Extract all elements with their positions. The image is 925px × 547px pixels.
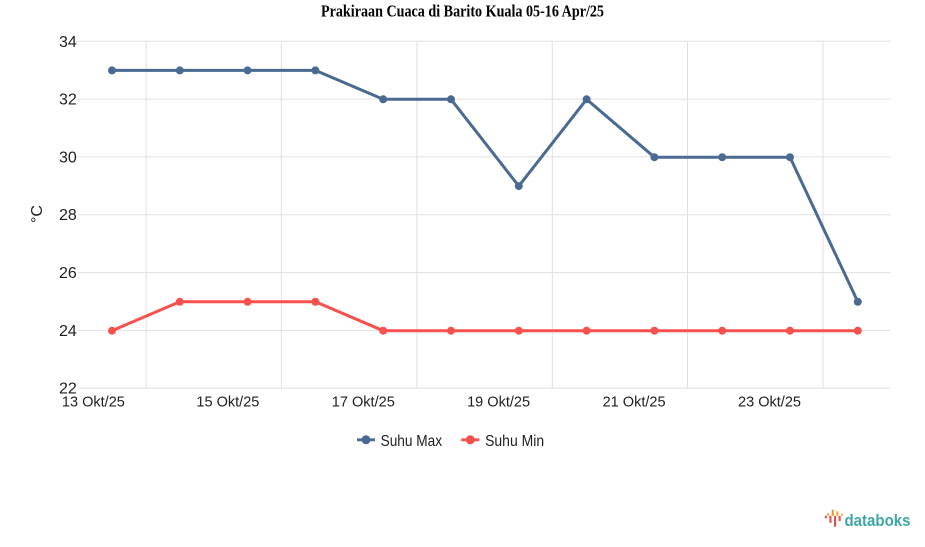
svg-text:30: 30 [59,149,77,166]
svg-text:19 Okt/25: 19 Okt/25 [467,393,530,410]
svg-text:28: 28 [59,207,77,224]
svg-text:34: 34 [59,34,77,51]
svg-text:°C: °C [29,205,46,223]
svg-text:17 Okt/25: 17 Okt/25 [332,393,395,410]
svg-text:24: 24 [59,323,77,340]
svg-text:13 Okt/25: 13 Okt/25 [62,393,125,410]
svg-text:Prakiraan Cuaca di Barito Kual: Prakiraan Cuaca di Barito Kuala 05-16 Ap… [321,2,604,21]
svg-text:Suhu Max: Suhu Max [381,433,443,450]
svg-text:23 Okt/25: 23 Okt/25 [738,393,801,410]
svg-text:21 Okt/25: 21 Okt/25 [603,393,666,410]
svg-text:32: 32 [59,92,77,109]
svg-text:22: 22 [59,381,77,398]
svg-text:databoks: databoks [845,512,911,530]
svg-text:Suhu Min: Suhu Min [485,433,544,450]
svg-text:15 Okt/25: 15 Okt/25 [196,393,259,410]
svg-text:26: 26 [59,265,77,282]
